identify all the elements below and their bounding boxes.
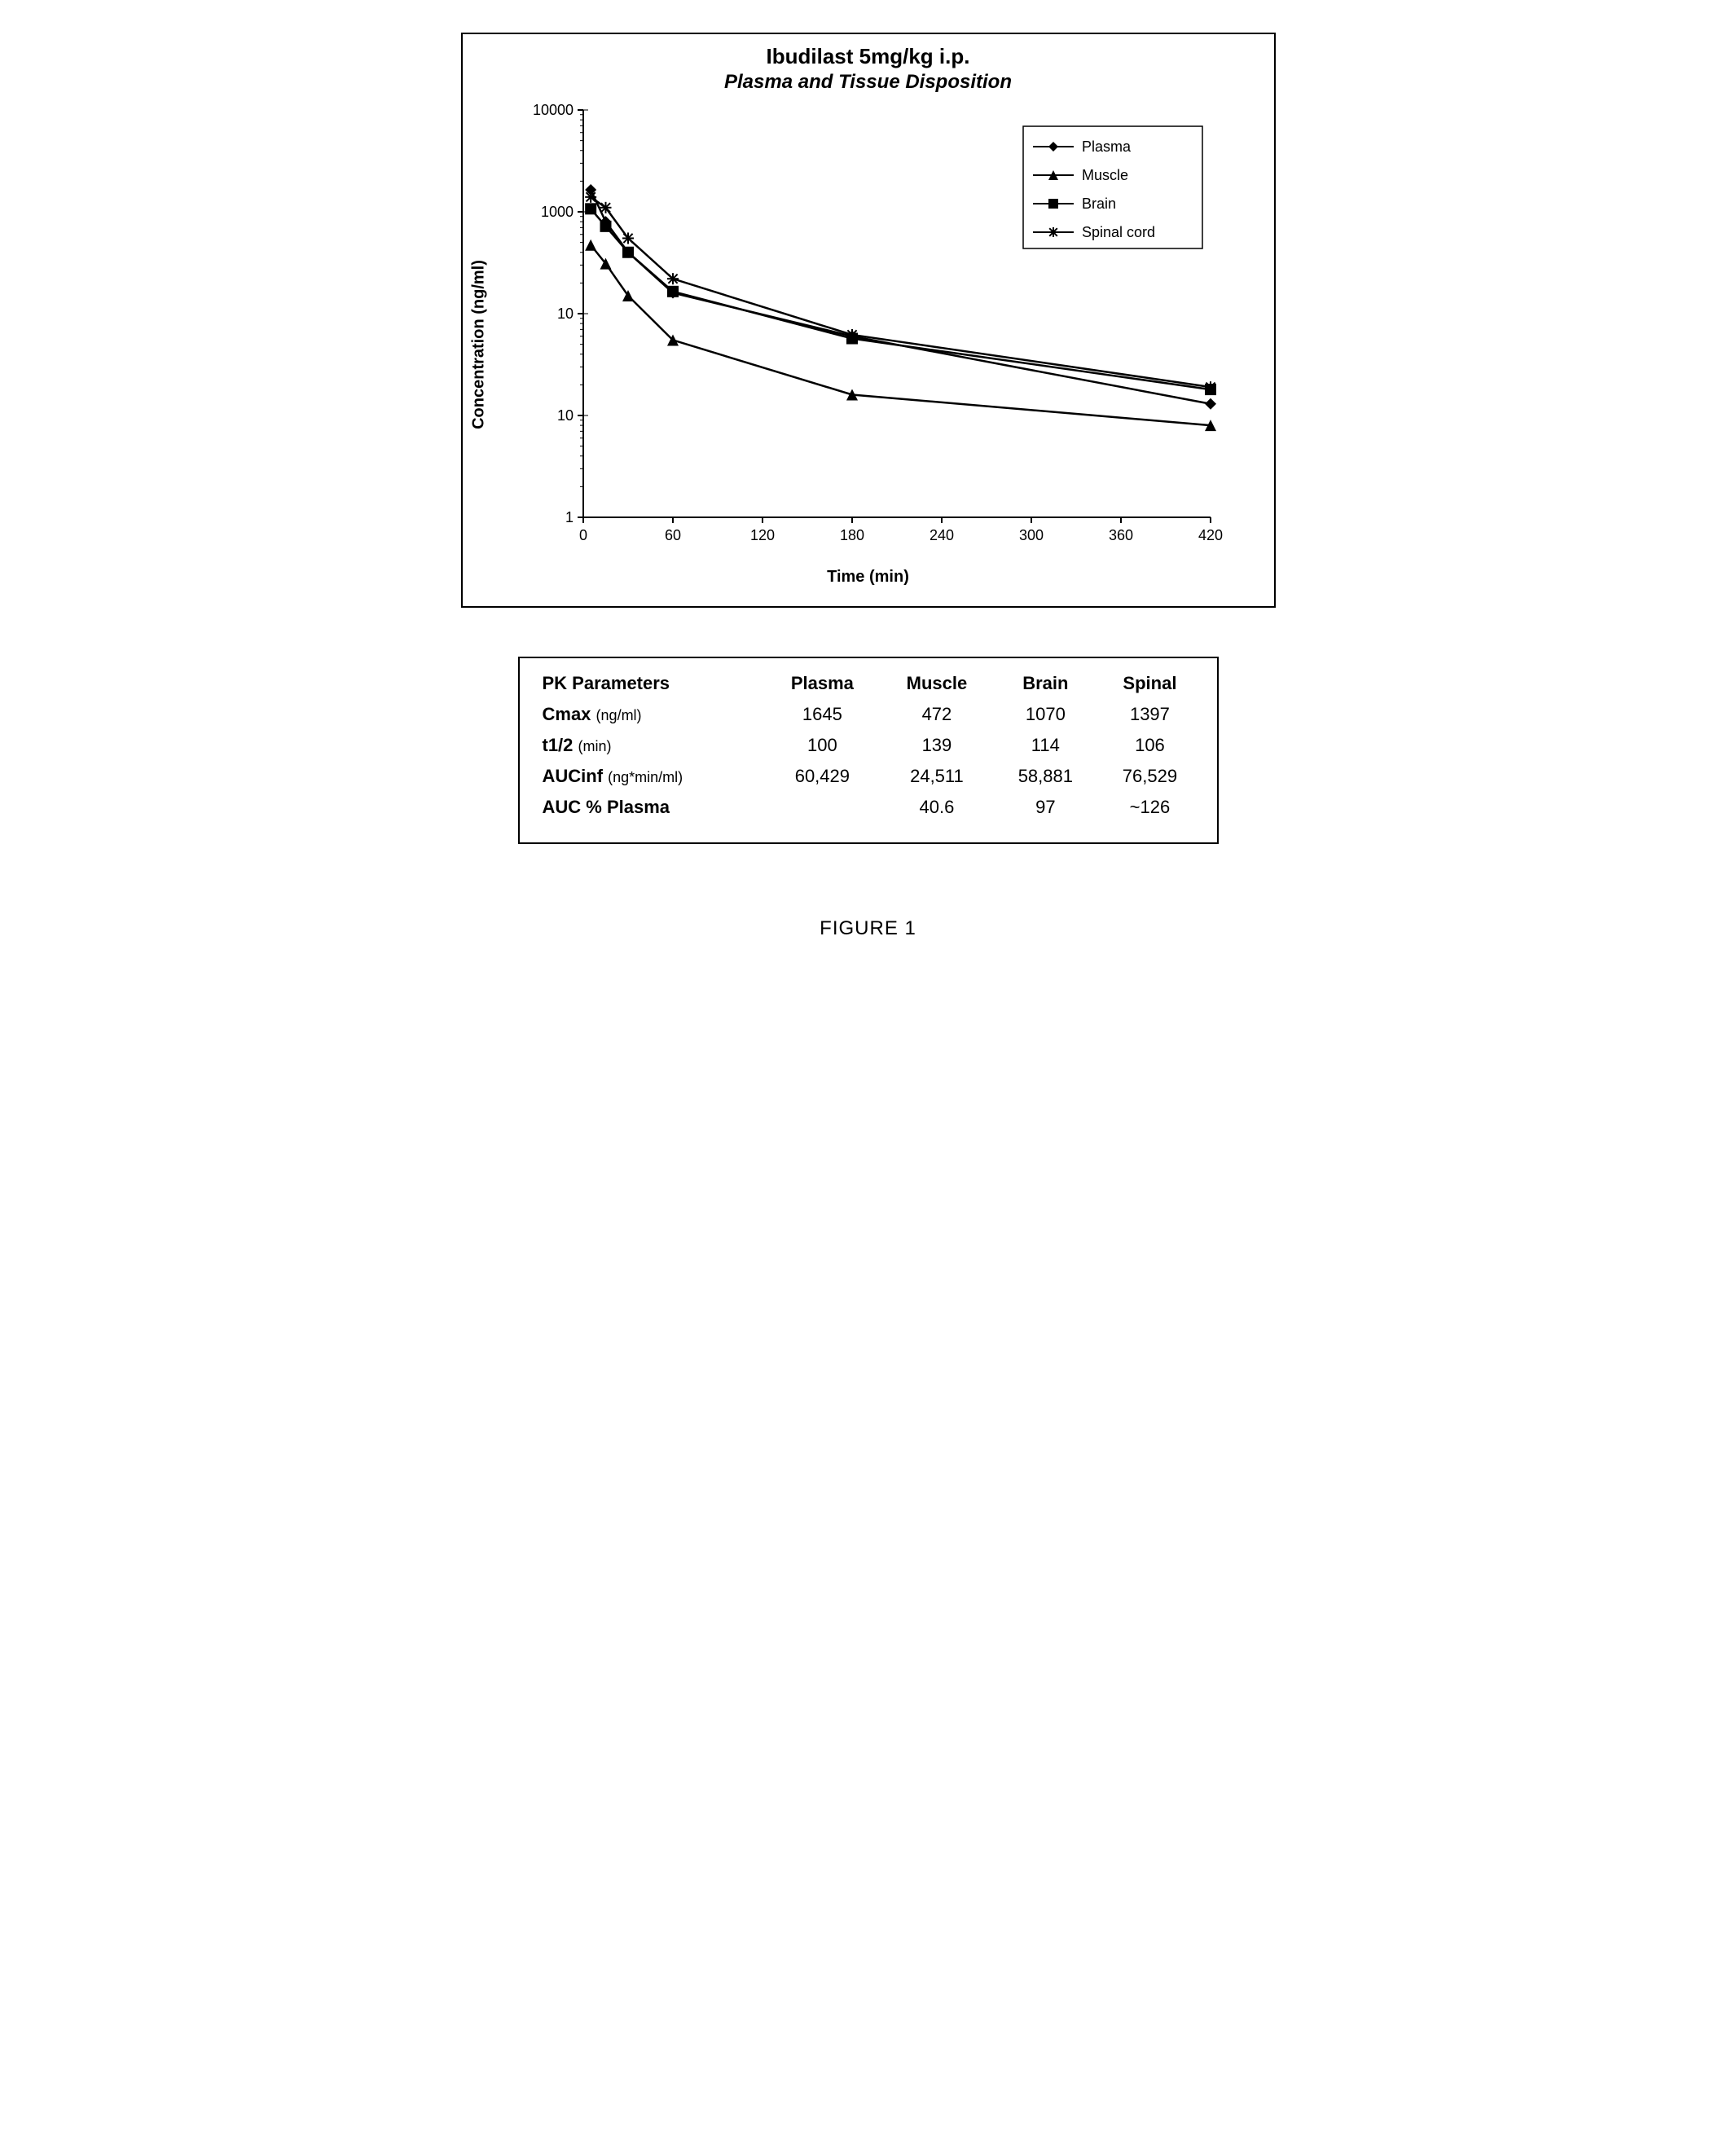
pk-table: PK ParametersPlasmaMuscleBrainSpinalCmax… bbox=[534, 668, 1202, 823]
svg-text:10: 10 bbox=[556, 407, 573, 424]
pk-table-panel: PK ParametersPlasmaMuscleBrainSpinalCmax… bbox=[518, 657, 1219, 844]
figure-caption: FIGURE 1 bbox=[461, 917, 1276, 940]
table-header: Muscle bbox=[881, 668, 994, 699]
chart-svg: 1 10 10 1000 10000 0 60 120 180 240 300 360 420 Plasm… bbox=[510, 102, 1227, 558]
chart-panel: Ibudilast 5mg/kg i.p. Plasma and Tissue … bbox=[461, 33, 1276, 608]
table-row: AUCinf (ng*min/ml)60,42924,51158,88176,5… bbox=[534, 761, 1202, 792]
svg-text:420: 420 bbox=[1198, 527, 1222, 543]
svg-text:180: 180 bbox=[839, 527, 864, 543]
svg-text:360: 360 bbox=[1108, 527, 1132, 543]
table-header: Brain bbox=[993, 668, 1097, 699]
table-row: AUC % Plasma 40.697~126 bbox=[534, 792, 1202, 823]
table-header: Spinal bbox=[1097, 668, 1202, 699]
table-header: Plasma bbox=[764, 668, 880, 699]
svg-text:120: 120 bbox=[749, 527, 774, 543]
chart-subtitle: Plasma and Tissue Disposition bbox=[487, 71, 1250, 94]
chart-plot-area: Concentration (ng/ml) 110101000100000601… bbox=[487, 102, 1250, 587]
svg-text:10: 10 bbox=[556, 306, 573, 322]
svg-text:10000: 10000 bbox=[532, 102, 573, 118]
svg-text:60: 60 bbox=[664, 527, 680, 543]
table-row: t1/2 (min)100139114106 bbox=[534, 730, 1202, 761]
table-row: Cmax (ng/ml)164547210701397 bbox=[534, 699, 1202, 730]
chart-xlabel: Time (min) bbox=[487, 568, 1250, 587]
svg-text:Spinal cord: Spinal cord bbox=[1082, 224, 1155, 240]
svg-text:Muscle: Muscle bbox=[1082, 167, 1128, 183]
svg-text:240: 240 bbox=[929, 527, 953, 543]
svg-text:0: 0 bbox=[578, 527, 587, 543]
svg-text:1: 1 bbox=[565, 509, 573, 525]
svg-text:Brain: Brain bbox=[1082, 196, 1116, 212]
svg-text:Plasma: Plasma bbox=[1082, 138, 1132, 155]
table-header: PK Parameters bbox=[534, 668, 765, 699]
chart-ylabel: Concentration (ng/ml) bbox=[469, 260, 488, 429]
chart-title: Ibudilast 5mg/kg i.p. bbox=[487, 44, 1250, 69]
svg-text:1000: 1000 bbox=[540, 204, 573, 220]
svg-text:300: 300 bbox=[1018, 527, 1043, 543]
